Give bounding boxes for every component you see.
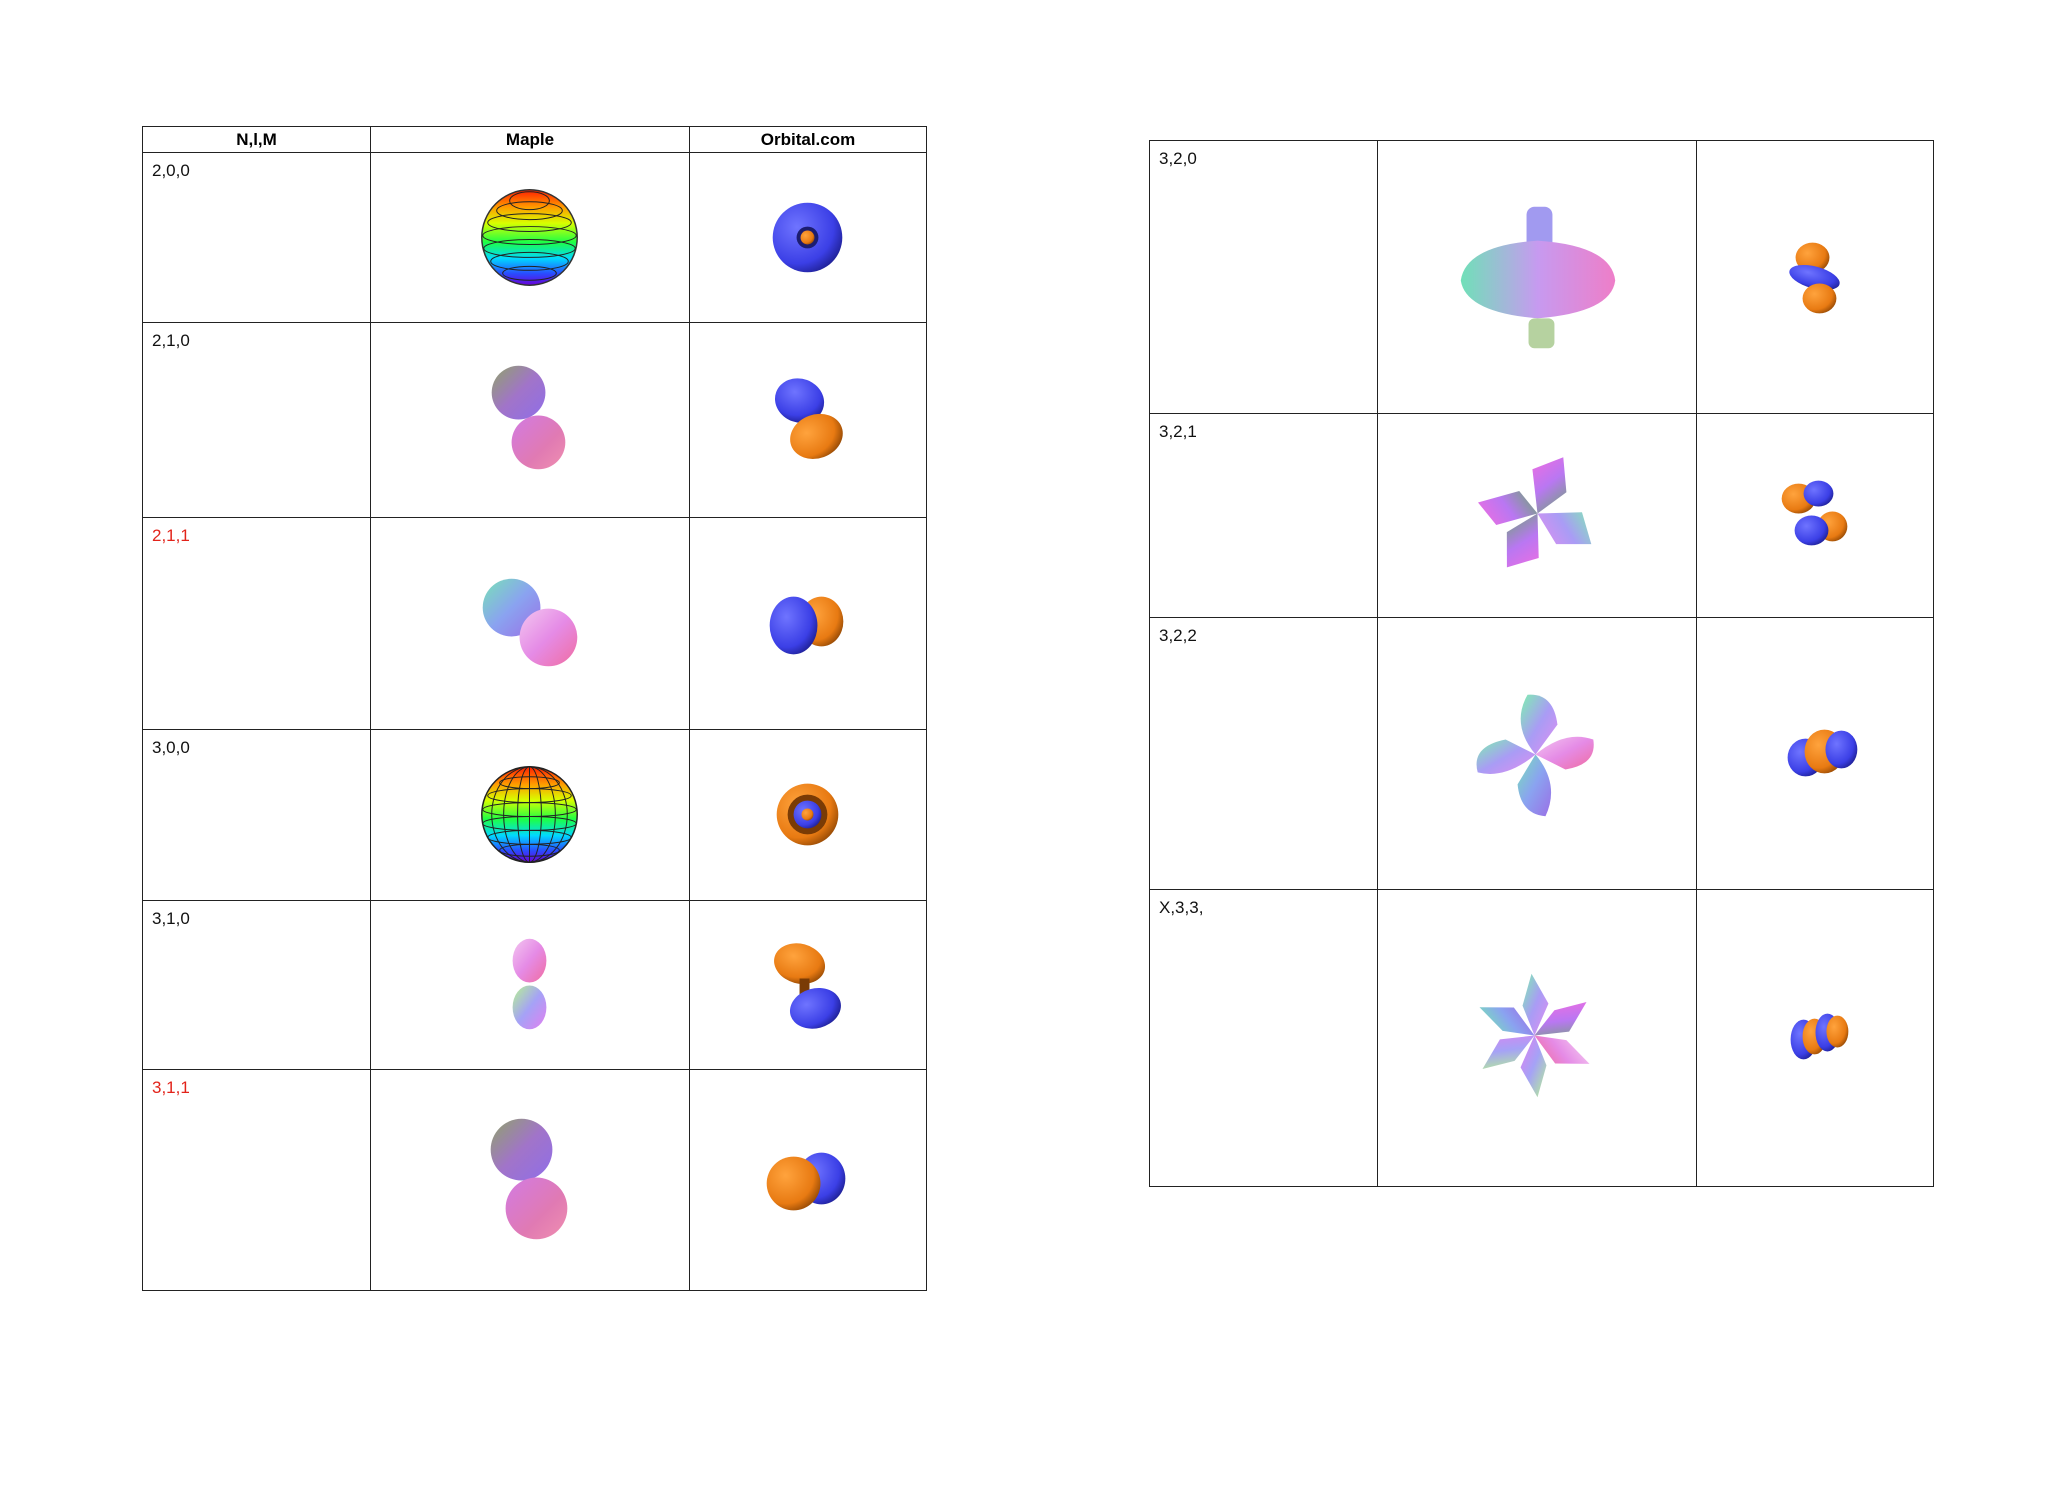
quantum-numbers-label: 3,1,1 xyxy=(152,1078,190,1097)
rainbow-grid-sphere-icon xyxy=(481,766,578,863)
rainbow-contour-sphere-icon xyxy=(481,189,578,286)
orange-blue-p-orbital-side-icon xyxy=(766,1152,846,1211)
small-two-lobe-icon xyxy=(512,938,547,1030)
d-orbital-clover-icon xyxy=(1781,480,1848,546)
quantum-numbers-label: X,3,3, xyxy=(1159,898,1204,917)
six-petal-icon xyxy=(1479,973,1590,1098)
dz2-orbital-icon xyxy=(1789,242,1840,314)
two-lobe-diagonal-icon xyxy=(482,578,578,667)
quantum-numbers-label: 3,1,0 xyxy=(152,909,190,928)
d-orbital-clover-alt-icon xyxy=(1787,729,1858,777)
orbital-comparison-table-right: 3,2,0 3,2,1 xyxy=(1149,140,1934,1187)
table-row: 3,2,0 xyxy=(1149,140,1934,414)
table-row: 3,2,1 xyxy=(1149,413,1934,618)
four-petal-rotated-icon xyxy=(1476,694,1594,817)
header-maple: Maple xyxy=(370,126,690,153)
table-row: 2,1,1 xyxy=(142,517,927,730)
quantum-numbers-label: 3,0,0 xyxy=(152,738,190,757)
table-row: 3,2,2 xyxy=(1149,617,1934,890)
blue-s-orbital-icon xyxy=(772,202,843,273)
quantum-numbers-label: 3,2,2 xyxy=(1159,626,1197,645)
orange-s-orbital-icon xyxy=(776,783,839,846)
table-row: 2,1,0 xyxy=(142,322,927,518)
table-row: 3,1,0 xyxy=(142,900,927,1070)
orbital-comparison-table-left: N,l,M Maple Orbital.com 2,0,0 xyxy=(142,126,927,1291)
quantum-numbers-label: 2,1,1 xyxy=(152,526,190,545)
f-orbital-icon xyxy=(1790,1013,1849,1060)
dz2-torus-icon xyxy=(1460,206,1616,349)
four-petal-icon xyxy=(1477,457,1592,568)
quantum-numbers-label: 3,2,1 xyxy=(1159,422,1197,441)
table-row: 3,1,1 xyxy=(142,1069,927,1291)
orange-blue-p-orbital-icon xyxy=(774,943,841,1029)
table-row: 3,0,0 xyxy=(142,729,927,901)
quantum-numbers-label: 2,0,0 xyxy=(152,161,190,180)
table-row: 2,0,0 xyxy=(142,152,927,323)
two-lobe-vertical-icon xyxy=(491,365,566,470)
header-row: N,l,M Maple Orbital.com xyxy=(142,126,927,153)
table-row: X,3,3, xyxy=(1149,889,1934,1187)
quantum-numbers-label: 3,2,0 xyxy=(1159,149,1197,168)
blue-orange-p-orbital-icon xyxy=(775,378,843,459)
blue-orange-p-orbital-side-icon xyxy=(769,596,844,655)
header-nlm: N,l,M xyxy=(142,126,371,153)
two-lobe-large-icon xyxy=(490,1118,568,1240)
quantum-numbers-label: 2,1,0 xyxy=(152,331,190,350)
header-orbital-com: Orbital.com xyxy=(689,126,927,153)
